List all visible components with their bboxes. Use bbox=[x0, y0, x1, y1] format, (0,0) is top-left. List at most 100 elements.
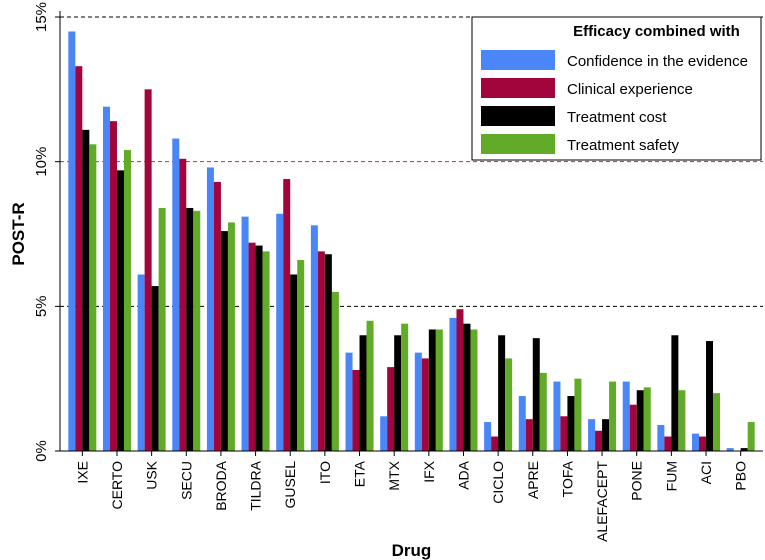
x-tick-label: APRE bbox=[525, 461, 541, 499]
bar-broda-series-2 bbox=[213, 181, 221, 452]
bar-tildra-series-1 bbox=[241, 216, 249, 451]
bar-tofa-series-1 bbox=[553, 381, 561, 451]
bar-ixe-series-4 bbox=[89, 144, 97, 451]
bar-mtx-series-3 bbox=[394, 335, 402, 451]
legend-label-1: Confidence in the evidence bbox=[567, 53, 748, 70]
bar-pbo-series-3 bbox=[740, 448, 748, 451]
reference-lines bbox=[60, 16, 763, 307]
bar-secu-series-1 bbox=[172, 138, 180, 451]
x-tick-label: IXE bbox=[74, 461, 90, 484]
x-tick-label: USK bbox=[144, 460, 160, 489]
bar-ciclo-series-4 bbox=[505, 358, 513, 451]
bar-gusel-series-3 bbox=[290, 274, 298, 451]
bar-alefacept-series-3 bbox=[602, 419, 610, 451]
bar-fum-series-2 bbox=[664, 436, 672, 451]
bar-aci-series-1 bbox=[692, 433, 700, 451]
y-tick-label: 10% bbox=[33, 147, 50, 177]
bars bbox=[68, 31, 755, 452]
bar-ada-series-1 bbox=[449, 317, 457, 451]
bar-alefacept-series-1 bbox=[588, 419, 596, 451]
legend-swatch-3 bbox=[481, 106, 555, 126]
bar-fum-series-1 bbox=[657, 424, 665, 451]
bar-secu-series-3 bbox=[186, 207, 194, 451]
bar-secu-series-2 bbox=[179, 158, 187, 452]
bar-usk-series-4 bbox=[158, 207, 166, 451]
bar-gusel-series-1 bbox=[276, 213, 284, 451]
bar-ixe-series-1 bbox=[68, 31, 76, 451]
bar-ada-series-2 bbox=[456, 309, 464, 451]
bar-ifx-series-1 bbox=[414, 352, 422, 451]
bar-apre-series-2 bbox=[525, 419, 533, 451]
bar-eta-series-2 bbox=[352, 369, 360, 451]
legend-label-3: Treatment cost bbox=[567, 109, 667, 126]
bar-ixe-series-2 bbox=[75, 66, 83, 451]
bar-eta-series-1 bbox=[345, 352, 353, 451]
legend-items: Confidence in the evidence Clinical exper… bbox=[481, 50, 748, 154]
x-tick-label: GUSEL bbox=[282, 461, 298, 509]
x-tick-label: SECU bbox=[178, 461, 194, 500]
x-axis-title: Drug bbox=[392, 541, 432, 560]
legend-swatch-4 bbox=[481, 134, 555, 154]
bar-pone-series-3 bbox=[636, 390, 644, 451]
bar-usk-series-1 bbox=[137, 274, 145, 451]
x-tick-label: TILDRA bbox=[248, 460, 264, 510]
bar-ciclo-series-1 bbox=[484, 422, 492, 451]
bar-ada-series-3 bbox=[463, 323, 471, 451]
bar-mtx-series-4 bbox=[401, 323, 409, 451]
bar-apre-series-3 bbox=[532, 338, 540, 451]
bar-gusel-series-4 bbox=[297, 260, 305, 451]
legend-label-2: Clinical experience bbox=[567, 81, 693, 98]
bar-usk-series-3 bbox=[151, 286, 159, 451]
x-tick-label: ETA bbox=[352, 460, 368, 487]
bar-usk-series-2 bbox=[144, 89, 152, 451]
x-tick-label: PONE bbox=[629, 461, 645, 501]
bar-aci-series-3 bbox=[706, 341, 714, 451]
x-tick-label: PBO bbox=[733, 461, 749, 491]
bar-ito-series-2 bbox=[317, 251, 325, 451]
bar-ifx-series-3 bbox=[428, 329, 436, 451]
bar-secu-series-4 bbox=[193, 210, 201, 451]
bar-eta-series-3 bbox=[359, 335, 367, 451]
bar-apre-series-1 bbox=[518, 396, 526, 451]
bar-certo-series-3 bbox=[116, 170, 124, 451]
y-axis-title: POST-R bbox=[9, 202, 28, 265]
bar-aci-series-2 bbox=[699, 436, 707, 451]
legend-swatch-1 bbox=[481, 50, 555, 70]
bar-eta-series-4 bbox=[366, 320, 374, 451]
bar-certo-series-1 bbox=[102, 106, 110, 452]
bar-broda-series-4 bbox=[227, 222, 235, 451]
bar-pone-series-4 bbox=[643, 387, 651, 451]
bar-ada-series-4 bbox=[470, 329, 478, 451]
x-axis-ticks: IXE CERTO USK SECU BRODA TILDRA GUSEL ITO ETA MTX… bbox=[74, 451, 749, 542]
x-tick-label: CERTO bbox=[109, 461, 125, 510]
x-tick-label: ADA bbox=[455, 460, 471, 489]
bar-ito-series-1 bbox=[310, 225, 318, 451]
legend-title: Efficacy combined with bbox=[573, 23, 740, 40]
x-tick-label: BRODA bbox=[213, 460, 229, 510]
bar-pbo-series-4 bbox=[747, 422, 755, 451]
bar-ifx-series-2 bbox=[421, 358, 429, 451]
bar-ixe-series-3 bbox=[82, 129, 90, 451]
x-tick-label: ALEFACEPT bbox=[594, 461, 610, 542]
bar-pbo-series-1 bbox=[726, 448, 734, 451]
bar-pone-series-2 bbox=[629, 404, 637, 451]
legend-label-4: Treatment safety bbox=[567, 137, 679, 154]
bar-ito-series-3 bbox=[324, 254, 332, 451]
bar-broda-series-3 bbox=[220, 231, 228, 451]
x-tick-label: IFX bbox=[421, 460, 437, 482]
y-tick-label: 5% bbox=[33, 295, 50, 317]
bar-certo-series-4 bbox=[123, 150, 131, 452]
bar-tildra-series-2 bbox=[248, 242, 256, 451]
legend: Efficacy combined with Confidence in the… bbox=[471, 16, 762, 161]
bar-mtx-series-1 bbox=[380, 416, 388, 451]
bar-alefacept-series-2 bbox=[595, 430, 603, 451]
bar-aci-series-4 bbox=[713, 393, 721, 451]
bar-tildra-series-4 bbox=[262, 251, 270, 451]
bar-ifx-series-4 bbox=[435, 329, 443, 451]
legend-swatch-2 bbox=[481, 78, 555, 98]
bar-ciclo-series-2 bbox=[491, 436, 499, 451]
bar-certo-series-2 bbox=[109, 121, 117, 451]
x-tick-label: MTX bbox=[386, 460, 402, 490]
bar-tofa-series-4 bbox=[574, 378, 582, 451]
